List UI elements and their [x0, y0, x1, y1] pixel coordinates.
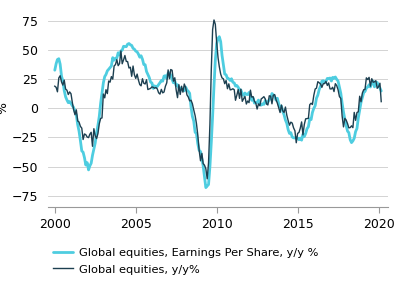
- Legend: Global equities, Earnings Per Share, y/y %, Global equities, y/y%: Global equities, Earnings Per Share, y/y…: [48, 243, 323, 279]
- Line: Global equities, y/y%: Global equities, y/y%: [55, 20, 381, 179]
- Y-axis label: %: %: [0, 102, 9, 114]
- Line: Global equities, Earnings Per Share, y/y %: Global equities, Earnings Per Share, y/y…: [55, 37, 381, 188]
